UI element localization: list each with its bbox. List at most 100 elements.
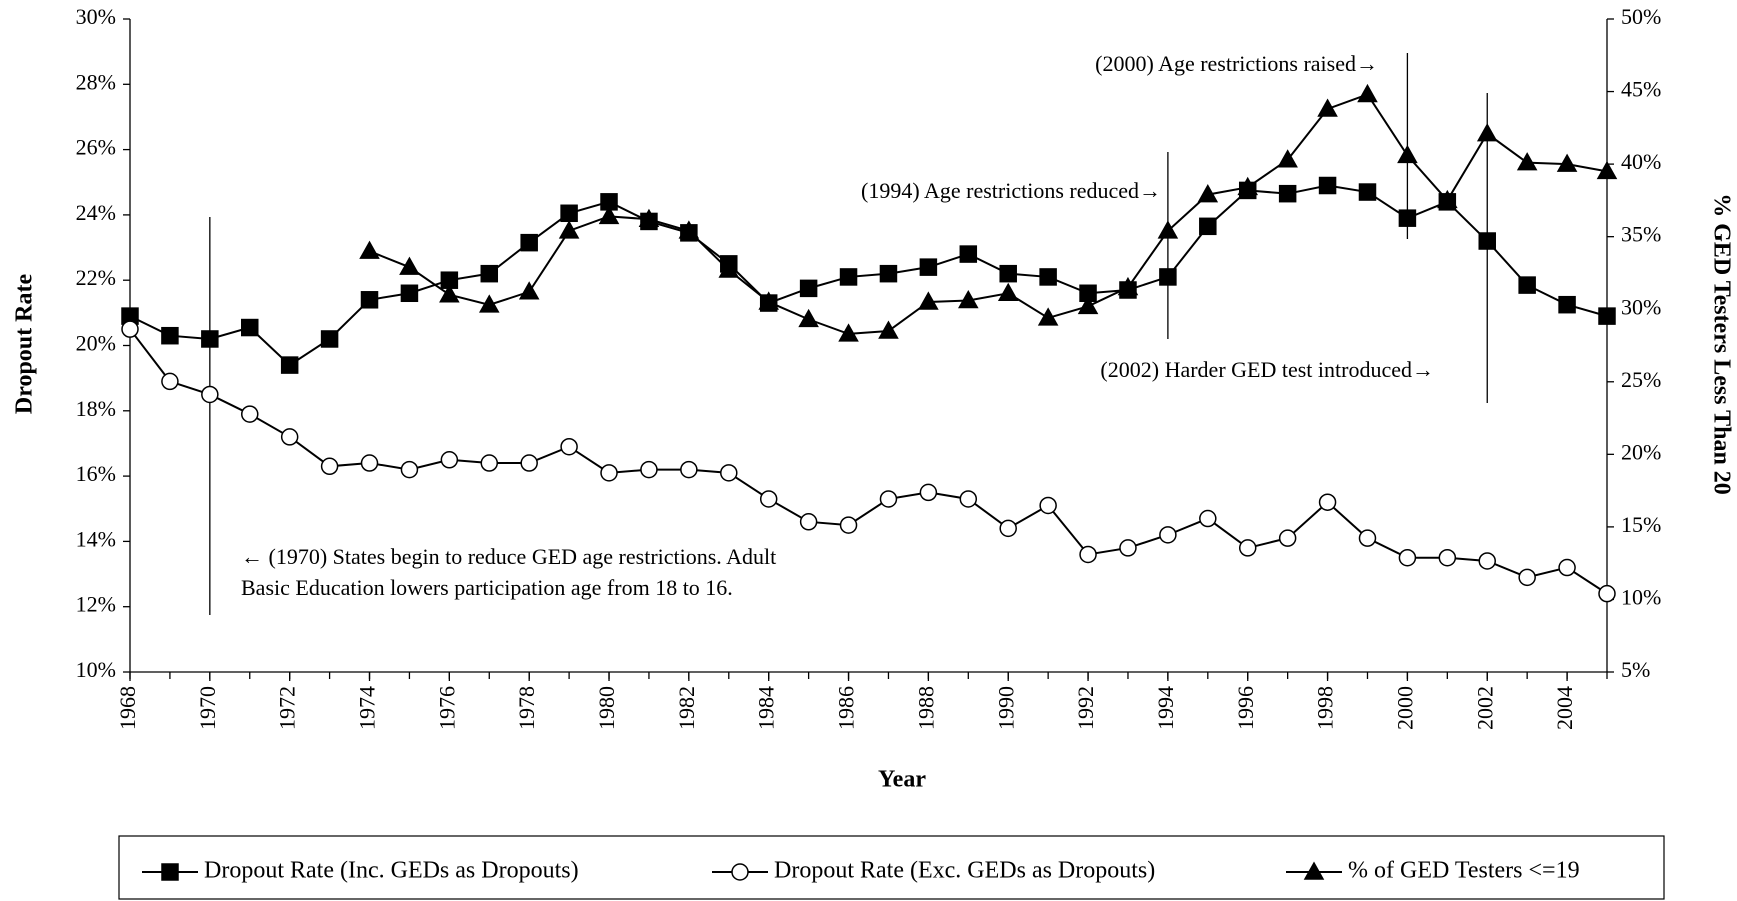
- annotation: (2000) Age restrictions raised→: [1095, 51, 1378, 76]
- x-tick-label: 1998: [1313, 686, 1338, 730]
- marker-triangle: [1237, 176, 1259, 196]
- x-tick-label: 1980: [594, 686, 619, 730]
- x-tick-label: 2002: [1472, 686, 1497, 730]
- x-tick-label: 1988: [913, 686, 938, 730]
- y-tick-label: 18%: [76, 396, 116, 421]
- x-tick-label: 1990: [993, 686, 1018, 730]
- y-tick-label: 16%: [76, 461, 116, 486]
- marker-square: [1318, 176, 1337, 195]
- y2-tick-label: 10%: [1621, 584, 1661, 609]
- marker-triangle: [558, 220, 580, 239]
- y2-tick-label: 20%: [1621, 439, 1661, 464]
- marker-circle: [999, 519, 1017, 538]
- marker-circle: [121, 320, 139, 338]
- y2-tick-label: 15%: [1621, 512, 1661, 537]
- marker-triangle: [1317, 98, 1338, 117]
- series-line: [129, 184, 1608, 367]
- marker-circle: [839, 516, 858, 534]
- marker-square: [1598, 307, 1616, 325]
- y-tick-label: 12%: [76, 592, 116, 617]
- marker-circle: [1358, 529, 1377, 547]
- marker-triangle: [1596, 160, 1618, 180]
- marker-triangle: [1037, 307, 1059, 326]
- marker-circle: [1398, 548, 1417, 567]
- marker-triangle: [798, 308, 819, 328]
- marker-square: [1159, 268, 1177, 286]
- marker-square: [919, 258, 938, 276]
- marker-triangle: [878, 320, 899, 339]
- marker-square: [280, 356, 299, 374]
- marker-square: [1518, 276, 1536, 294]
- annotation: (1994) Age restrictions reduced→: [861, 178, 1161, 203]
- x-tick-label: 1996: [1233, 686, 1258, 730]
- marker-circle: [1079, 545, 1097, 564]
- marker-square: [201, 330, 219, 348]
- marker-triangle: [718, 259, 740, 278]
- series-line: [369, 93, 1608, 335]
- marker-square: [1398, 209, 1417, 227]
- marker-square: [520, 233, 538, 252]
- y2-tick-label: 5%: [1621, 657, 1650, 682]
- marker-triangle: [439, 284, 460, 303]
- annotation: (2002) Harder GED test introduced→: [1100, 357, 1434, 382]
- marker-triangle: [997, 282, 1019, 302]
- marker-square: [959, 245, 978, 263]
- legend-item: % of GED Testers <=19: [1286, 858, 1580, 884]
- x-axis-title: Year: [878, 767, 926, 793]
- x-tick-label: 1976: [434, 686, 459, 730]
- x-tick-label: 1982: [674, 686, 699, 730]
- marker-triangle: [1117, 276, 1139, 296]
- legend-box: [118, 835, 1665, 900]
- marker-square: [879, 264, 898, 283]
- marker-triangle: [1277, 149, 1298, 168]
- y-axis-title: Dropout Rate: [12, 274, 38, 415]
- marker-circle: [480, 454, 499, 472]
- x-tick-label: 1978: [514, 686, 539, 730]
- y2-tick-label: 50%: [1621, 4, 1661, 29]
- marker-circle: [600, 464, 618, 482]
- marker-triangle: [1197, 184, 1219, 203]
- marker-circle: [1159, 526, 1177, 544]
- marker-triangle: [1303, 861, 1325, 880]
- marker-triangle: [1476, 123, 1498, 142]
- marker-circle: [680, 460, 698, 479]
- marker-circle: [161, 372, 179, 391]
- y-tick-label: 20%: [76, 331, 116, 356]
- marker-circle: [1598, 584, 1616, 603]
- marker-circle: [520, 454, 538, 472]
- marker-circle: [879, 490, 898, 508]
- marker-triangle: [678, 220, 700, 239]
- marker-circle: [440, 451, 459, 469]
- marker-circle: [1119, 539, 1137, 557]
- marker-triangle: [478, 294, 500, 313]
- legend-item: Dropout Rate (Inc. GEDs as Dropouts): [142, 858, 579, 884]
- marker-square: [320, 330, 339, 348]
- marker-circle: [720, 464, 738, 482]
- marker-circle: [400, 460, 419, 479]
- marker-circle: [1039, 496, 1057, 515]
- annotation: Basic Education lowers participation age…: [241, 575, 733, 600]
- marker-square: [241, 318, 259, 337]
- marker-circle: [320, 457, 339, 476]
- marker-square: [560, 204, 578, 223]
- marker-triangle: [1357, 83, 1378, 103]
- marker-square: [1358, 183, 1377, 201]
- x-tick-label: 2004: [1552, 686, 1577, 730]
- marker-circle: [799, 513, 818, 531]
- marker-circle: [1438, 548, 1457, 567]
- marker-circle: [759, 490, 778, 508]
- marker-circle: [560, 437, 578, 456]
- marker-circle: [360, 454, 379, 472]
- marker-triangle: [958, 289, 979, 309]
- marker-square: [839, 268, 858, 286]
- marker-circle: [919, 483, 938, 502]
- marker-circle: [1518, 568, 1536, 587]
- marker-circle: [731, 863, 749, 881]
- y2-tick-label: 25%: [1621, 367, 1661, 392]
- marker-circle: [280, 428, 299, 446]
- marker-circle: [959, 490, 978, 508]
- marker-square: [161, 326, 179, 345]
- x-tick-label: 1984: [754, 686, 779, 730]
- marker-square: [1558, 295, 1576, 314]
- marker-circle: [1238, 539, 1257, 557]
